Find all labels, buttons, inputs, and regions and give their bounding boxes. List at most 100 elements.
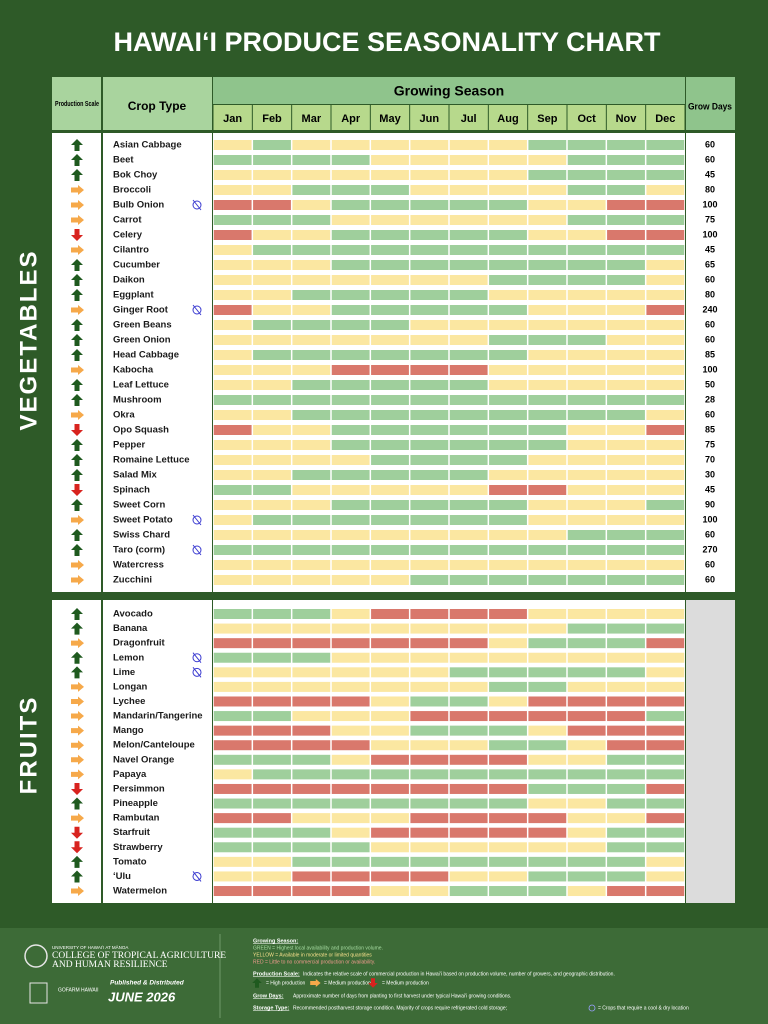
- production-arrow: [71, 394, 83, 406]
- legend-key: = Crops that require a cool & dry locati…: [598, 1005, 689, 1011]
- season-cell: [292, 560, 331, 570]
- legend-key: = Medium production: [324, 980, 371, 986]
- season-cell: [410, 440, 449, 450]
- season-cell: [449, 200, 488, 210]
- season-cell: [607, 623, 645, 634]
- header-season: [213, 77, 685, 104]
- season-cell: [331, 769, 370, 780]
- season-cell: [607, 350, 645, 360]
- season-cell: [567, 500, 606, 510]
- season-cell: [292, 754, 331, 765]
- season-cell: [567, 365, 606, 375]
- season-cell: [607, 455, 645, 465]
- grow-days: 85: [705, 424, 715, 434]
- season-cell: [607, 245, 645, 255]
- season-cell: [253, 425, 291, 435]
- season-cell: [292, 725, 331, 736]
- icon-circle: [192, 667, 202, 677]
- season-cell: [253, 711, 291, 722]
- season-cell: [567, 545, 606, 555]
- season-cell: [567, 470, 606, 480]
- season-cell: [607, 290, 645, 300]
- season-cell: [528, 320, 567, 330]
- season-cell: [567, 335, 606, 345]
- season-cell: [449, 754, 488, 765]
- season-cell: [371, 290, 409, 300]
- season-cell: [607, 305, 645, 315]
- season-cell: [646, 170, 685, 180]
- season-cell: [253, 200, 291, 210]
- season-cell: [607, 798, 645, 809]
- season-cell: [410, 798, 449, 809]
- season-cell: [410, 856, 449, 867]
- season-cell: [292, 485, 331, 495]
- season-cell: [449, 290, 488, 300]
- season-cell: [213, 515, 252, 525]
- season-cell: [449, 725, 488, 736]
- season-cell: [489, 827, 527, 838]
- season-cell: [292, 652, 331, 663]
- legend-icon: [588, 1004, 596, 1012]
- season-cell: [449, 638, 488, 649]
- season-cell: [607, 609, 645, 619]
- crop-name: Head Cabbage: [113, 350, 179, 361]
- season-cell: [253, 215, 291, 225]
- season-cell: [567, 871, 606, 882]
- season-cell: [253, 871, 291, 882]
- icon-slash: [192, 652, 202, 664]
- season-cell: [213, 275, 252, 285]
- month-header-cell: [449, 105, 488, 130]
- season-cell: [213, 798, 252, 809]
- season-cell: [489, 245, 527, 255]
- season-cell: [410, 200, 449, 210]
- season-cell: [213, 380, 252, 390]
- season-cell: [449, 275, 488, 285]
- season-cell: [528, 485, 567, 495]
- season-cell: [331, 305, 370, 315]
- season-cell: [449, 245, 488, 255]
- season-cell: [292, 886, 331, 897]
- grow-days: 45: [705, 244, 715, 254]
- season-cell: [292, 455, 331, 465]
- season-cell: [213, 667, 252, 678]
- crop-name: Mushroom: [113, 395, 162, 406]
- season-cell: [331, 245, 370, 255]
- season-cell: [607, 856, 645, 867]
- season-cell: [489, 530, 527, 540]
- season-cell: [253, 609, 291, 619]
- season-cell: [410, 623, 449, 634]
- season-cell: [449, 711, 488, 722]
- crop-name: ʻUlu: [113, 871, 131, 882]
- season-cell: [371, 575, 409, 585]
- season-cell: [371, 725, 409, 736]
- season-cell: [646, 425, 685, 435]
- grow-days: 60: [705, 574, 715, 584]
- season-cell: [331, 215, 370, 225]
- season-cell: [371, 652, 409, 663]
- season-cell: [292, 609, 331, 619]
- season-cell: [253, 485, 291, 495]
- season-cell: [331, 230, 370, 240]
- season-cell: [371, 842, 409, 853]
- season-cell: [646, 500, 685, 510]
- season-cell: [567, 798, 606, 809]
- season-cell: [607, 871, 645, 882]
- month-header-cell: [488, 105, 528, 130]
- production-arrow: [71, 826, 83, 839]
- season-cell: [371, 560, 409, 570]
- season-cell: [646, 696, 685, 707]
- season-cell: [528, 275, 567, 285]
- season-cell: [528, 530, 567, 540]
- cool-dry-icon: [192, 871, 202, 882]
- season-cell: [410, 725, 449, 736]
- grow-days: 60: [705, 529, 715, 539]
- season-cell: [331, 320, 370, 330]
- season-cell: [528, 290, 567, 300]
- season-cell: [528, 455, 567, 465]
- header-season-label: Growing Season: [394, 83, 504, 99]
- season-cell: [607, 754, 645, 765]
- season-cell: [331, 886, 370, 897]
- season-cell: [331, 754, 370, 765]
- production-arrow: [71, 139, 83, 151]
- season-cell: [410, 305, 449, 315]
